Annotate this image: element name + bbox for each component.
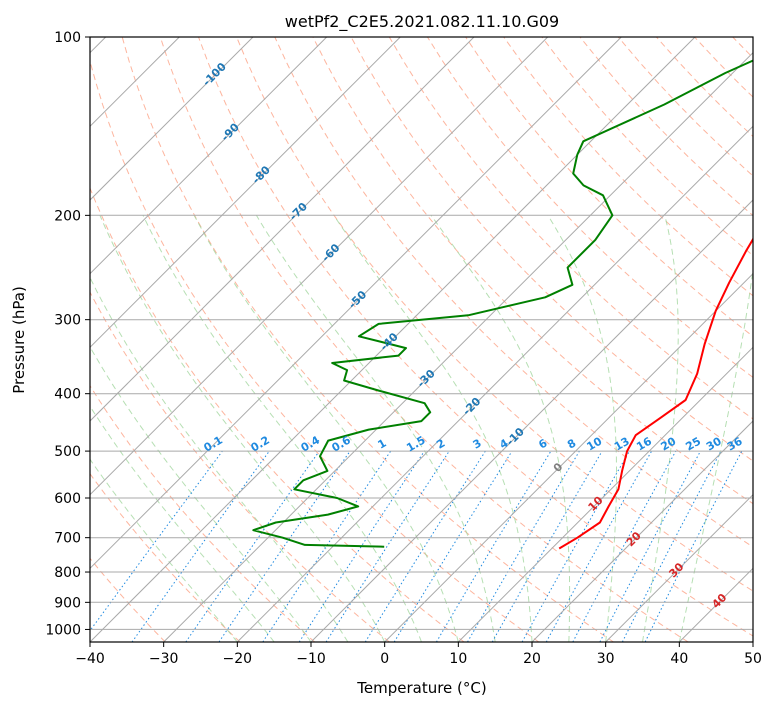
dry-adiabat: [312, 37, 753, 505]
dry-adiabat: [90, 384, 316, 642]
isobars: [90, 37, 753, 630]
dry-adiabat: [90, 291, 390, 642]
isotherm: [90, 37, 549, 496]
isotherm: [605, 493, 753, 642]
chart-title: wetPf2_C2E5.2021.082.11.10.G09: [285, 12, 559, 32]
x-tick-label: −10: [296, 651, 326, 667]
moist-adiabat: [193, 215, 459, 642]
isotherm: [90, 37, 401, 349]
isotherm: [236, 125, 753, 642]
moist-adiabat: [547, 215, 617, 642]
x-tick-label: 30: [597, 651, 615, 667]
y-tick-label: 800: [54, 565, 81, 581]
y-tick-label: 500: [54, 444, 81, 460]
isotherm: [90, 37, 696, 642]
plot-background: [90, 37, 753, 642]
y-tick-label: 100: [54, 30, 81, 46]
moist-adiabat: [90, 405, 275, 642]
mixing-ratio-line: [185, 450, 320, 642]
x-axis-ticks: −40 −30 −20 −10 0 10 20 30 40 50: [75, 642, 762, 667]
mixing-ratio-line: [393, 450, 513, 642]
dry-adiabat: [426, 37, 753, 378]
dry-adiabat: [274, 37, 753, 548]
mixing-ratio-line: [90, 450, 223, 632]
dry-adiabat: [350, 37, 753, 462]
y-axis-ticks: 100 200 300 400 500 600 700 800 900 1000: [45, 30, 90, 638]
mixing-ratio-line: [644, 450, 743, 642]
mixing-ratio-line: [218, 450, 351, 642]
y-axis-title: Pressure (hPa): [10, 286, 28, 394]
mixing-ratio-line: [521, 450, 630, 642]
isotherm: [310, 199, 753, 642]
y-tick-label: 400: [54, 387, 81, 403]
y-tick-label: 200: [54, 208, 81, 224]
dry-adiabat: [503, 37, 753, 297]
x-axis-title: Temperature (°C): [356, 679, 486, 697]
isotherm: [90, 37, 328, 275]
dry-adiabat: [90, 186, 465, 642]
isotherm: [531, 420, 753, 642]
x-tick-label: 40: [670, 651, 688, 667]
x-tick-label: 50: [744, 651, 762, 667]
y-tick-label: 1000: [45, 622, 81, 638]
mixing-ratio-line: [298, 450, 425, 642]
isotherm: [457, 346, 753, 642]
mixing-ratio-line: [131, 450, 270, 642]
y-tick-label: 700: [54, 531, 81, 547]
moist-adiabat: [430, 215, 571, 642]
isotherms: [90, 37, 753, 642]
moist-adiabat: [142, 215, 422, 642]
dry-adiabat: [159, 37, 689, 642]
dry-adiabat: [121, 37, 614, 642]
mixing-ratio-line: [545, 450, 653, 642]
y-tick-label: 900: [54, 595, 81, 611]
moist-adiabat: [90, 458, 238, 642]
mixing-ratio-line: [572, 450, 677, 642]
isotherm: [752, 641, 753, 642]
sounding-profiles: [252, 59, 753, 550]
moist-adiabat: [99, 215, 386, 642]
dry-adiabat: [90, 59, 540, 642]
isotherm: [90, 37, 254, 201]
mixing-ratio-lines: [90, 450, 743, 642]
plot-frame: [89, 36, 754, 643]
moist-adiabat: [333, 215, 533, 642]
x-tick-label: 0: [380, 651, 389, 667]
moist-adiabat: [678, 265, 753, 642]
x-tick-label: 10: [449, 651, 467, 667]
x-tick-label: −40: [75, 651, 105, 667]
moist-adiabat: [642, 215, 679, 642]
temperature-profile: [558, 237, 753, 550]
x-tick-label: −30: [149, 651, 179, 667]
mixing-ratio-line: [325, 450, 450, 642]
dry-adiabat: [388, 37, 753, 420]
dry-adiabat: [771, 37, 775, 642]
isotherm: [90, 37, 622, 570]
isotherm: [384, 272, 753, 642]
x-tick-label: 20: [523, 651, 541, 667]
mixing-ratio-line: [262, 450, 392, 642]
moist-adiabat: [90, 345, 312, 642]
x-tick-label: −20: [223, 651, 253, 667]
plot-area: [90, 37, 775, 642]
isotherm: [90, 37, 475, 422]
isotherm: [163, 51, 753, 642]
y-tick-label: 300: [54, 313, 81, 329]
dry-adiabat: [236, 37, 753, 592]
dewpoint-profile: [252, 59, 753, 548]
dry-adiabat: [90, 472, 241, 642]
y-tick-label: 600: [54, 491, 81, 507]
dry-adiabat: [465, 37, 753, 338]
